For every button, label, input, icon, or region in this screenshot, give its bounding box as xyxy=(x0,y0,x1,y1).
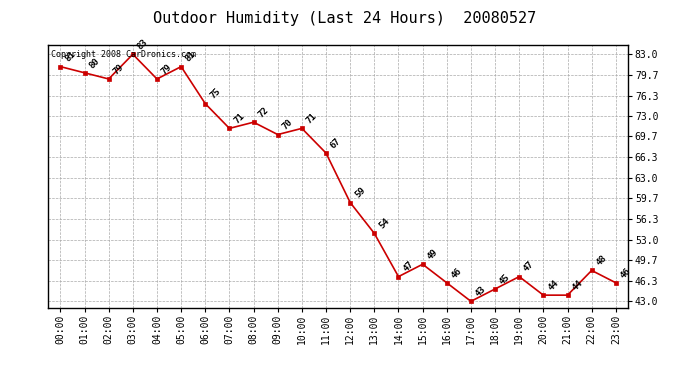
Text: 75: 75 xyxy=(208,87,222,101)
Text: Copyright 2008 CarDronics.com: Copyright 2008 CarDronics.com xyxy=(51,50,196,59)
Text: 71: 71 xyxy=(305,112,319,126)
Text: 49: 49 xyxy=(426,248,440,261)
Text: 70: 70 xyxy=(281,118,295,132)
Text: 83: 83 xyxy=(136,38,150,51)
Text: 47: 47 xyxy=(522,260,536,274)
Text: 47: 47 xyxy=(402,260,415,274)
Text: 46: 46 xyxy=(450,266,464,280)
Text: 81: 81 xyxy=(184,50,198,64)
Text: 44: 44 xyxy=(571,278,584,292)
Text: 71: 71 xyxy=(233,112,246,126)
Text: 48: 48 xyxy=(595,254,609,268)
Text: 79: 79 xyxy=(112,62,126,76)
Text: 79: 79 xyxy=(160,62,174,76)
Text: 46: 46 xyxy=(619,266,633,280)
Text: Outdoor Humidity (Last 24 Hours)  20080527: Outdoor Humidity (Last 24 Hours) 2008052… xyxy=(153,11,537,26)
Text: 80: 80 xyxy=(88,56,101,70)
Text: 67: 67 xyxy=(329,136,343,150)
Text: 44: 44 xyxy=(546,278,560,292)
Text: 72: 72 xyxy=(257,105,270,119)
Text: 81: 81 xyxy=(63,50,77,64)
Text: 59: 59 xyxy=(353,186,367,200)
Text: 54: 54 xyxy=(377,217,391,231)
Text: 43: 43 xyxy=(474,285,488,298)
Text: 45: 45 xyxy=(498,272,512,286)
